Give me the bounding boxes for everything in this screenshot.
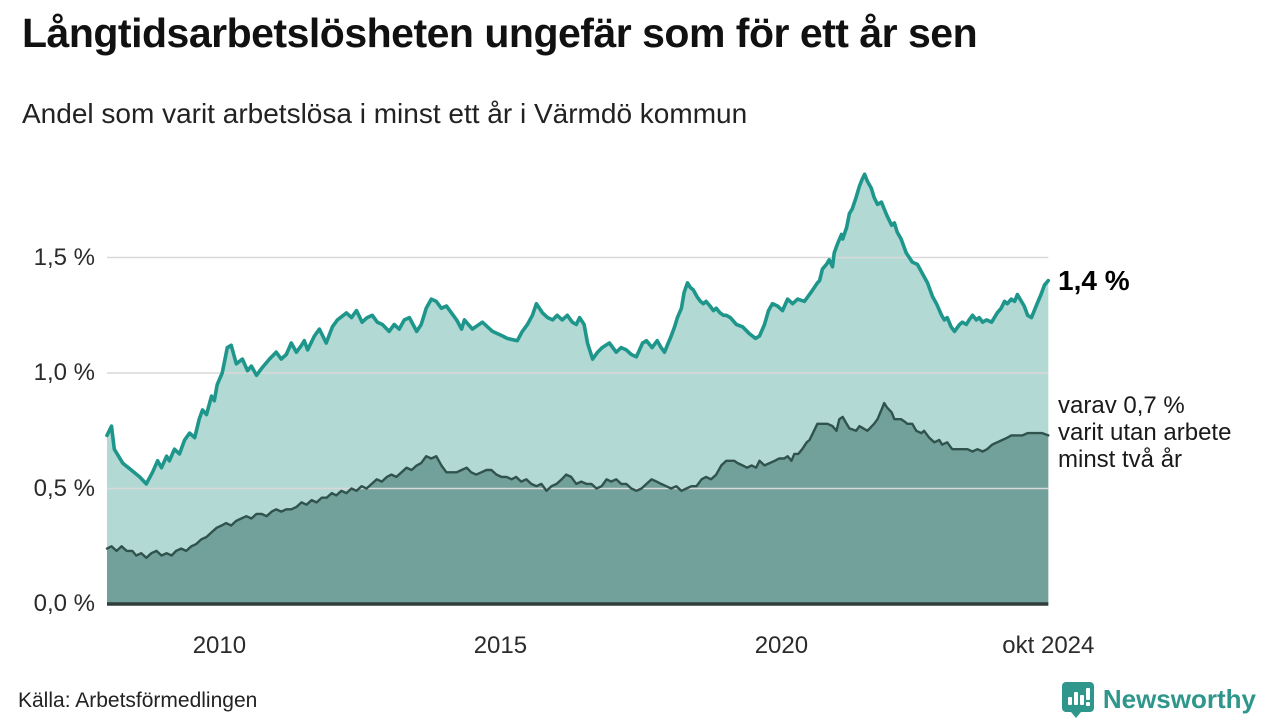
annotation-line-2: varit utan arbete [1058,419,1232,446]
x-axis-tick-2010: 2010 [192,632,247,659]
area-fill-two-year [107,403,1049,604]
y-axis-tick-1: 1,0 % [33,359,95,386]
annotation-line-3: minst två år [1058,446,1183,473]
x-axis-tick-okt-2024: okt 2024 [1002,632,1095,659]
line-total [105,172,1051,486]
line-two-year [105,401,1050,559]
page-subtitle: Andel som varit arbetslösa i minst ett å… [22,98,748,129]
brand-logo: Newsworthy [1061,681,1256,718]
x-axis-tick-2020: 2020 [754,632,809,659]
y-axis-tick-0.5: 0,5 % [33,474,95,502]
x-axis-tick-2015: 2015 [473,632,528,659]
end-value-label-total: 1,4 % [1058,265,1130,296]
annotation-two-year: varav 0,7 % varit utan arbete minst två … [1058,392,1231,473]
y-axis-tick-1.5: 1,5 % [33,243,95,271]
newsworthy-chart-bubble-icon [1061,682,1094,718]
page-title: Långtidsarbetslösheten ungefär som för e… [22,10,978,56]
brand-wordmark: Newsworthy [1102,684,1256,714]
source-attribution: Källa: Arbetsförmedlingen [18,689,258,712]
y-axis-tick-0: 0,0 % [33,590,95,617]
annotation-line-1: varav 0,7 % [1058,392,1185,419]
